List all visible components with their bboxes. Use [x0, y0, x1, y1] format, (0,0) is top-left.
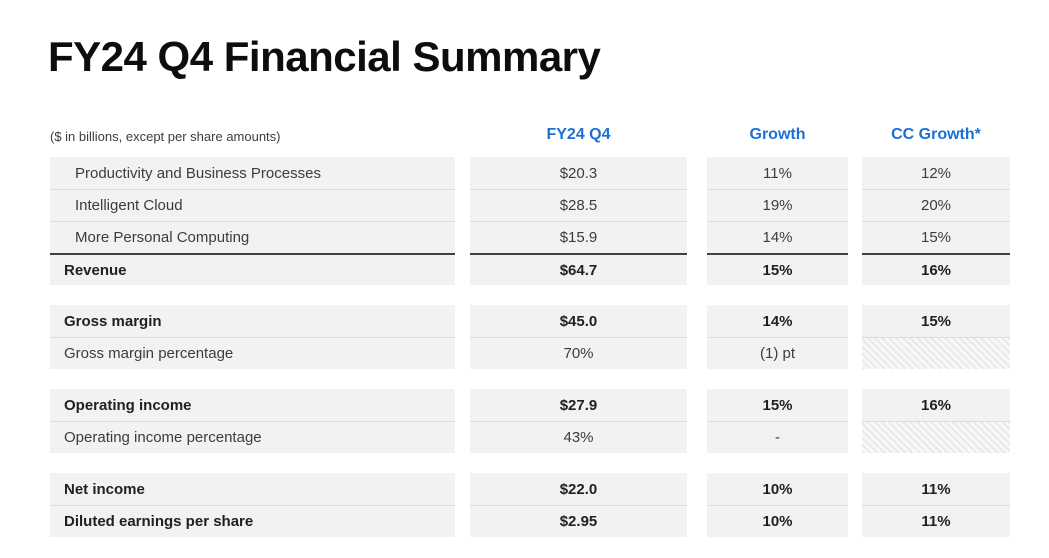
- table-row: More Personal Computing $15.9 14% 15%: [50, 221, 1010, 253]
- value-cell: 11%: [862, 473, 1010, 505]
- row-label: Productivity and Business Processes: [50, 157, 455, 189]
- column-gap: [455, 505, 470, 537]
- column-gap: [687, 473, 707, 505]
- column-gap: [687, 305, 707, 337]
- value-cell: $22.0: [470, 473, 687, 505]
- column-gap: [455, 221, 470, 253]
- row-label: Gross margin: [50, 305, 455, 337]
- column-gap: [455, 337, 470, 369]
- column-gap: [848, 253, 862, 285]
- not-applicable-hatched-cell: [862, 337, 1010, 369]
- table-row: Intelligent Cloud $28.5 19% 20%: [50, 189, 1010, 221]
- table-group: Operating income $27.9 15% 16% Operating inc…: [50, 389, 1010, 453]
- column-gap: [848, 189, 862, 221]
- row-label: Diluted earnings per share: [50, 505, 455, 537]
- table-row: Gross margin $45.0 14% 15%: [50, 305, 1010, 337]
- column-gap: [687, 421, 707, 453]
- value-cell: 11%: [862, 505, 1010, 537]
- value-cell: 19%: [707, 189, 848, 221]
- value-cell: 12%: [862, 157, 1010, 189]
- value-cell: 15%: [862, 305, 1010, 337]
- column-gap: [848, 421, 862, 453]
- value-cell: $20.3: [470, 157, 687, 189]
- value-cell: 11%: [707, 157, 848, 189]
- table-header-row: ($ in billions, except per share amounts…: [50, 120, 1010, 146]
- value-cell: 16%: [862, 389, 1010, 421]
- page-title: FY24 Q4 Financial Summary: [48, 33, 601, 80]
- row-label: Intelligent Cloud: [50, 189, 455, 221]
- column-gap: [687, 337, 707, 369]
- column-header-fy24-q4: FY24 Q4: [546, 126, 611, 143]
- not-applicable-hatched-cell: [862, 421, 1010, 453]
- table-row: Operating income $27.9 15% 16%: [50, 389, 1010, 421]
- column-gap: [687, 221, 707, 253]
- units-note: ($ in billions, except per share amounts…: [50, 129, 281, 144]
- column-gap: [455, 253, 470, 285]
- column-gap: [848, 389, 862, 421]
- value-cell: 20%: [862, 189, 1010, 221]
- value-cell: $2.95: [470, 505, 687, 537]
- table-group: Net income $22.0 10% 11% Diluted earnings pe…: [50, 473, 1010, 537]
- column-header-growth: Growth: [749, 126, 806, 143]
- table-row: Revenue $64.7 15% 16%: [50, 253, 1010, 285]
- column-gap: [455, 157, 470, 189]
- table-group: Productivity and Business Processes $20.3…: [50, 157, 1010, 285]
- value-cell: 15%: [707, 389, 848, 421]
- column-gap: [687, 505, 707, 537]
- value-cell: $64.7: [470, 253, 687, 285]
- row-label: Operating income: [50, 389, 455, 421]
- column-gap: [687, 189, 707, 221]
- column-gap: [848, 337, 862, 369]
- table-row: Net income $22.0 10% 11%: [50, 473, 1010, 505]
- column-gap: [455, 473, 470, 505]
- value-cell: $27.9: [470, 389, 687, 421]
- column-gap: [455, 421, 470, 453]
- value-cell: -: [707, 421, 848, 453]
- table-row: Operating income percentage 43% -: [50, 421, 1010, 453]
- column-gap: [455, 305, 470, 337]
- value-cell: 70%: [470, 337, 687, 369]
- financial-table-body: Productivity and Business Processes $20.3…: [50, 157, 1010, 537]
- column-gap: [687, 253, 707, 285]
- column-gap: [848, 505, 862, 537]
- value-cell: 14%: [707, 221, 848, 253]
- column-gap: [848, 157, 862, 189]
- row-label: Gross margin percentage: [50, 337, 455, 369]
- table-group: Gross margin $45.0 14% 15% Gross margin perc…: [50, 305, 1010, 369]
- value-cell: 15%: [862, 221, 1010, 253]
- value-cell: 10%: [707, 473, 848, 505]
- value-cell: $15.9: [470, 221, 687, 253]
- column-gap: [455, 389, 470, 421]
- value-cell: 15%: [707, 253, 848, 285]
- row-label: Operating income percentage: [50, 421, 455, 453]
- column-gap: [848, 305, 862, 337]
- value-cell: 14%: [707, 305, 848, 337]
- column-gap: [455, 189, 470, 221]
- value-cell: $28.5: [470, 189, 687, 221]
- value-cell: 16%: [862, 253, 1010, 285]
- row-label: Revenue: [50, 253, 455, 285]
- column-header-cc-growth: CC Growth*: [891, 126, 981, 143]
- table-row: Productivity and Business Processes $20.3…: [50, 157, 1010, 189]
- value-cell: 10%: [707, 505, 848, 537]
- column-gap: [687, 389, 707, 421]
- row-label: More Personal Computing: [50, 221, 455, 253]
- value-cell: 43%: [470, 421, 687, 453]
- column-gap: [687, 157, 707, 189]
- column-gap: [848, 473, 862, 505]
- table-row: Diluted earnings per share $2.95 10% 11%: [50, 505, 1010, 537]
- table-row: Gross margin percentage 70% (1) pt: [50, 337, 1010, 369]
- row-label: Net income: [50, 473, 455, 505]
- value-cell: (1) pt: [707, 337, 848, 369]
- value-cell: $45.0: [470, 305, 687, 337]
- column-gap: [848, 221, 862, 253]
